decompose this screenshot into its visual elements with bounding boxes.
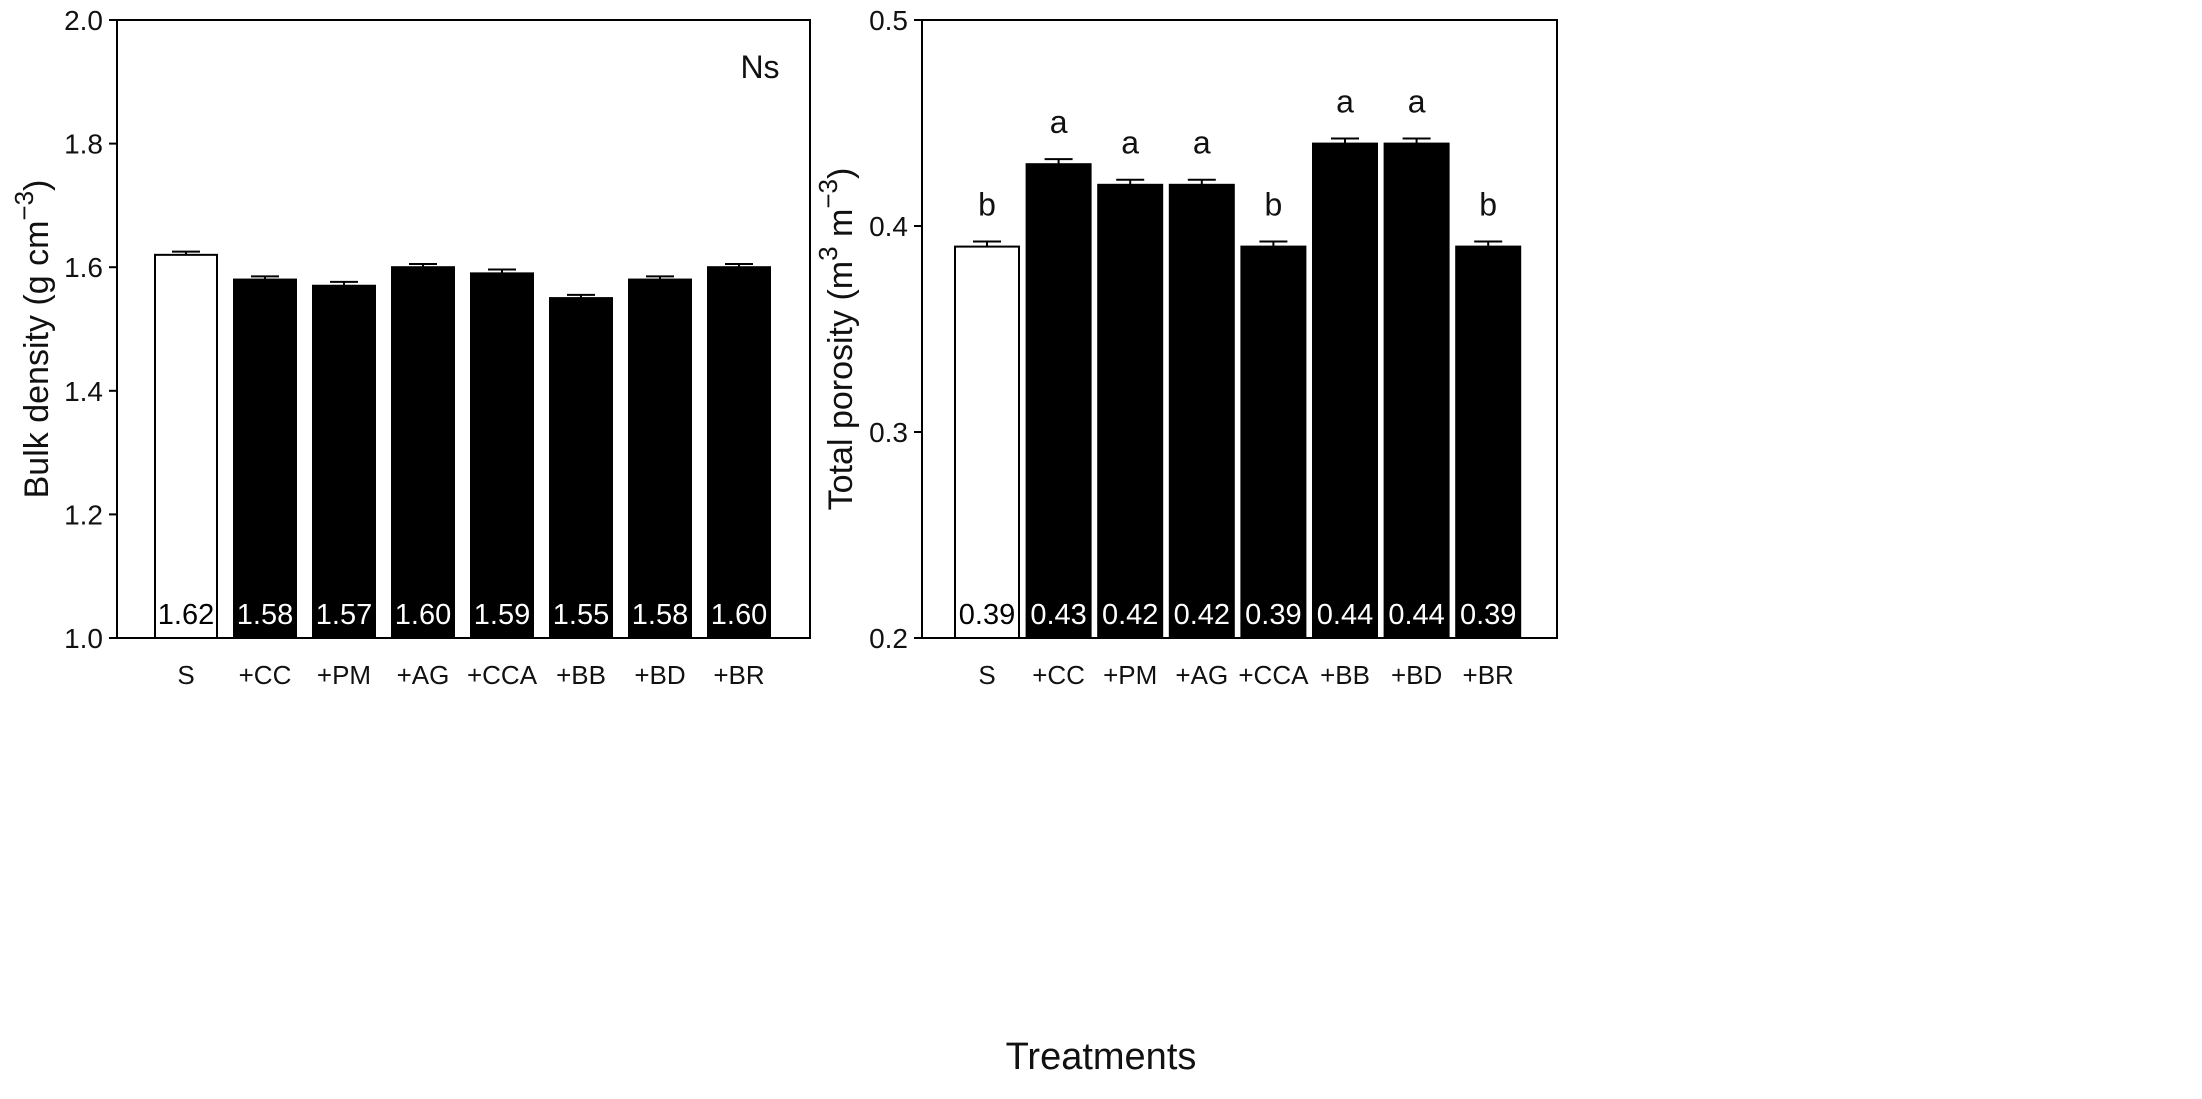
bar — [154, 253, 218, 639]
bar-value-label: 0.39 — [959, 599, 1015, 631]
y-tick-label: 1.4 — [64, 376, 103, 407]
bar — [628, 278, 692, 639]
panel-total-porosity: 0.2 0.3 0.4 0.5 Total porosity (m3 m−3) 0.39 S… — [813, 5, 1558, 690]
bar-value-label: 0.39 — [1245, 599, 1301, 631]
y-axis-label: Total porosity (m3 m−3) — [813, 168, 860, 511]
bar-value-label: 1.60 — [711, 599, 767, 631]
bar-value-label: 1.58 — [237, 599, 293, 631]
bar — [233, 278, 297, 639]
plot-frame — [921, 19, 1558, 639]
x-tick-label: +BR — [1463, 660, 1514, 690]
x-tick-label: +BB — [1320, 660, 1370, 690]
panel-bulk-density: 1.0 1.2 1.4 1.6 1.8 2.0 Bulk density (g cm−3) 1… — [9, 5, 811, 690]
bar — [549, 297, 613, 639]
x-tick-label: +CCA — [1238, 660, 1309, 690]
bar — [1455, 245, 1522, 639]
bar-value-label: 1.59 — [474, 599, 530, 631]
y-tick-label: 0.3 — [869, 417, 908, 448]
x-tick-label: S — [177, 660, 194, 690]
annotation-label: Ns — [740, 49, 779, 85]
x-tick-label: +CC — [1032, 660, 1085, 690]
bar — [312, 284, 376, 639]
bar — [1097, 183, 1164, 640]
significance-letter: a — [1121, 125, 1139, 161]
bar — [391, 266, 455, 639]
bar — [1168, 183, 1235, 640]
x-tick-label: +AG — [397, 660, 450, 690]
x-tick-label: +CC — [239, 660, 292, 690]
bar — [707, 266, 771, 639]
bar — [1383, 142, 1450, 639]
x-tick-label: +BR — [713, 660, 764, 690]
x-tick-label: +BB — [556, 660, 606, 690]
significance-letter: a — [1050, 104, 1068, 140]
bar-value-label: 0.42 — [1174, 599, 1230, 631]
y-tick-label: 0.5 — [869, 5, 908, 36]
bar — [954, 245, 1020, 639]
significance-letter: b — [978, 187, 996, 223]
significance-letter: a — [1336, 84, 1354, 120]
bar-value-label: 0.42 — [1102, 599, 1158, 631]
bar-value-label: 0.43 — [1030, 599, 1086, 631]
x-tick-label: +AG — [1175, 660, 1228, 690]
y-tick-label: 0.4 — [869, 211, 908, 242]
y-tick-label: 1.8 — [64, 129, 103, 160]
bar-value-label: 1.62 — [158, 599, 214, 631]
bar-value-label: 1.57 — [316, 599, 372, 631]
bar-value-label: 1.60 — [395, 599, 451, 631]
significance-letter: b — [1479, 187, 1497, 223]
bar-value-label: 0.44 — [1388, 599, 1444, 631]
x-tick-label: S — [978, 660, 995, 690]
bar — [1240, 245, 1307, 639]
bar-value-label: 1.55 — [553, 599, 609, 631]
y-tick-label: 2.0 — [64, 5, 103, 36]
bar — [1025, 163, 1092, 639]
y-tick-label: 1.6 — [64, 252, 103, 283]
significance-letter: a — [1408, 84, 1426, 120]
x-tick-label: +BD — [634, 660, 685, 690]
shared-x-axis-label: Treatments — [1005, 1036, 1197, 1078]
bar-value-label: 1.58 — [632, 599, 688, 631]
bar-value-label: 0.39 — [1460, 599, 1516, 631]
x-tick-label: +CCA — [467, 660, 538, 690]
significance-letter: b — [1265, 187, 1283, 223]
bar — [470, 272, 534, 639]
bar-value-label: 0.44 — [1317, 599, 1373, 631]
y-axis-label: Bulk density (g cm−3) — [9, 180, 56, 499]
significance-letter: a — [1193, 125, 1211, 161]
bar — [1312, 142, 1378, 639]
x-tick-label: +PM — [317, 660, 371, 690]
y-tick-label: 0.2 — [869, 623, 908, 654]
y-tick-label: 1.2 — [64, 499, 103, 530]
x-tick-label: +PM — [1103, 660, 1157, 690]
plot-frame — [116, 19, 811, 639]
x-tick-label: +BD — [1391, 660, 1442, 690]
y-tick-label: 1.0 — [64, 623, 103, 654]
